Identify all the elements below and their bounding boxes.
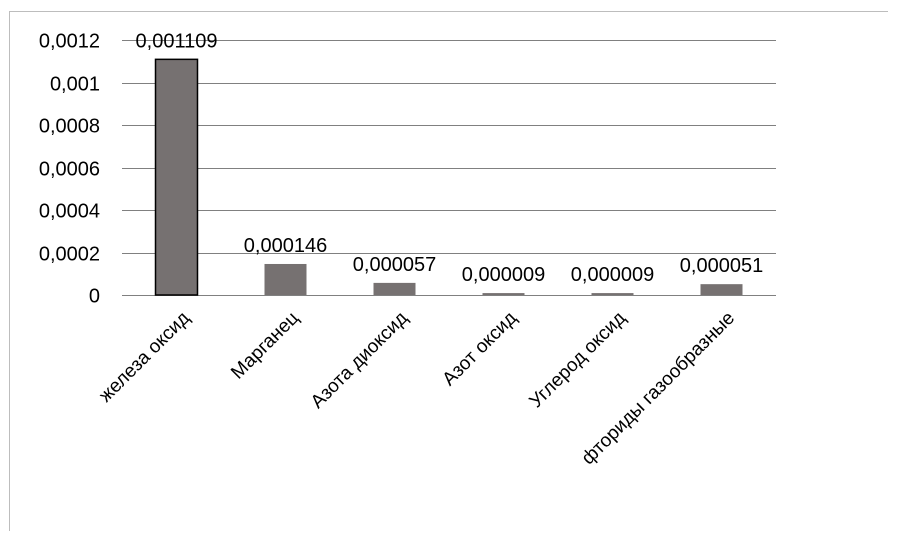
category-label: железа оксид: [95, 308, 194, 407]
category-label: Углерод оксид: [526, 308, 630, 412]
data-label: 0,000009: [462, 264, 545, 286]
data-labels: 0,001109 0,000146 0,000057 0,000009 0,000009…: [136, 30, 764, 286]
y-tick-label: 0: [89, 286, 100, 308]
category-label: Азота диоксид: [307, 308, 412, 413]
data-label: 0,000009: [571, 264, 654, 286]
bar: [591, 293, 634, 295]
category-label: Азот оксид: [439, 308, 521, 390]
data-label: 0,000146: [244, 235, 327, 257]
bar: [373, 282, 416, 295]
y-tick-label: 0,0006: [39, 159, 100, 181]
bar: [264, 263, 307, 295]
category-labels: железа оксид Марганец Азота диоксид Азот ок…: [95, 308, 739, 469]
y-tick-label: 0,0012: [39, 31, 100, 53]
y-tick-label: 0,001: [50, 74, 100, 96]
y-tick-label: 0,0002: [39, 244, 100, 266]
bar: [154, 58, 199, 296]
y-tick-label: 0,0008: [39, 116, 100, 138]
y-tick-label: 0,0004: [39, 201, 100, 223]
data-label: 0,000051: [680, 255, 763, 277]
data-label: 0,000057: [353, 254, 436, 276]
bar: [482, 293, 525, 295]
bar: [700, 284, 743, 295]
chart-frame: [9, 11, 888, 531]
bars: [154, 58, 743, 296]
gridlines: [122, 40, 776, 296]
y-axis-tick-labels: 0 0,0002 0,0004 0,0006 0,0008 0,001 0,0012: [39, 31, 100, 308]
data-label: 0,001109: [136, 30, 218, 52]
category-label: Марганец: [227, 308, 303, 384]
